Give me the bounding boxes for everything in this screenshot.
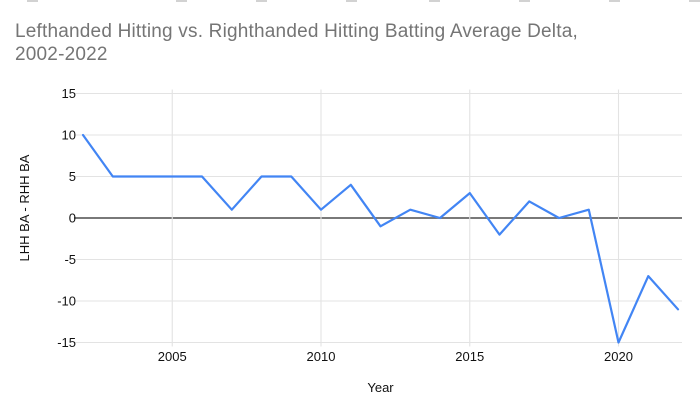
top-artifact-dash	[519, 0, 530, 2]
y-tick-label: 10	[62, 128, 76, 143]
x-tick-label: 2020	[604, 349, 633, 364]
top-artifact-dash	[256, 0, 267, 2]
y-axis-title: LHH BA - RHH BA	[17, 154, 32, 261]
top-artifact-dash	[176, 0, 187, 2]
chart-title: Lefthanded Hitting vs. Righthanded Hitti…	[15, 21, 693, 66]
top-artifact-dash	[429, 0, 440, 2]
y-tick-label: -5	[64, 252, 76, 267]
x-tick-label: 2010	[307, 349, 336, 364]
top-artifact-dash	[609, 0, 620, 2]
top-artifact-dash	[346, 0, 357, 2]
y-tick-label: -15	[57, 335, 76, 350]
y-tick-label: 0	[69, 211, 76, 226]
top-artifact-dash	[27, 0, 38, 2]
y-tick-label: 5	[69, 169, 76, 184]
data-series-line	[81, 133, 680, 344]
top-artifact-dash	[689, 0, 700, 2]
x-tick-label: 2005	[158, 349, 187, 364]
y-tick-label: 15	[62, 86, 76, 101]
x-axis-title: Year	[367, 380, 394, 395]
chart-title-line2: 2002-2022	[15, 43, 108, 65]
y-tick-label: -10	[57, 294, 76, 309]
x-tick-label: 2015	[455, 349, 484, 364]
chart-title-line1: Lefthanded Hitting vs. Righthanded Hitti…	[15, 21, 578, 42]
